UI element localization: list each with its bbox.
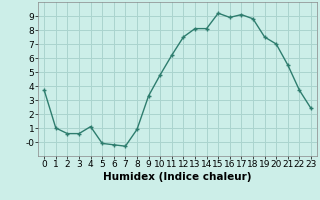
- X-axis label: Humidex (Indice chaleur): Humidex (Indice chaleur): [103, 172, 252, 182]
